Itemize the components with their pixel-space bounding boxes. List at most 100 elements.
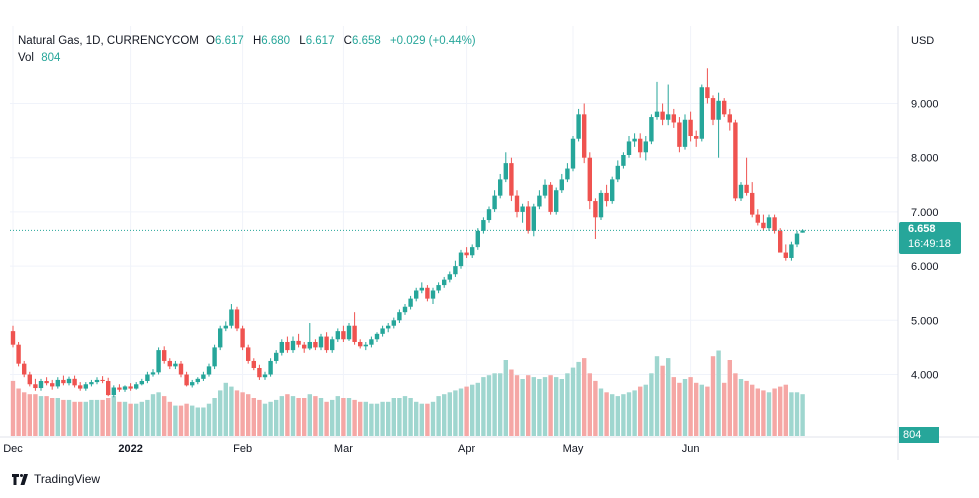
candle-body xyxy=(654,111,660,118)
price-tick-label: 4.000 xyxy=(911,370,939,382)
time-tick-label: Dec xyxy=(3,443,23,455)
volume-bar xyxy=(380,401,385,436)
high-label: H xyxy=(252,35,262,47)
volume-bar xyxy=(290,396,296,436)
volume-label: Vol xyxy=(18,52,34,64)
candle-body xyxy=(162,350,167,361)
volume-bar xyxy=(688,377,693,436)
candle-body xyxy=(358,341,363,347)
volume-bar xyxy=(750,384,755,436)
candle-body xyxy=(55,379,60,387)
candle-body xyxy=(279,341,284,353)
volume-bar xyxy=(738,379,744,436)
candle-body xyxy=(307,341,312,349)
candle-body xyxy=(531,206,536,231)
candle-body xyxy=(128,386,133,389)
candle-body xyxy=(89,382,94,385)
volume-bar xyxy=(632,390,637,436)
time-tick-label: Jun xyxy=(682,443,700,455)
volume-bar xyxy=(677,382,682,436)
time-axis[interactable]: Dec 2022 Feb Mar Apr May Jun xyxy=(3,443,699,455)
volume-bar xyxy=(486,375,492,436)
price-tick-label: 9.000 xyxy=(911,99,939,111)
candle-body xyxy=(402,306,408,313)
candle-body xyxy=(481,220,486,231)
candle-body xyxy=(414,290,419,299)
volume-legend[interactable]: Vol 804 xyxy=(18,52,66,64)
candle-body xyxy=(408,298,413,307)
volume-bar xyxy=(106,398,111,436)
volume-bar xyxy=(44,396,49,436)
volume-bar xyxy=(206,403,212,436)
candle-body xyxy=(134,384,139,389)
volume-bar xyxy=(61,399,66,436)
candle-body xyxy=(206,366,212,375)
price-tick-label: 8.000 xyxy=(911,153,939,165)
currency-label[interactable]: USD xyxy=(911,35,935,47)
candle-body xyxy=(548,184,553,212)
candle-body xyxy=(458,252,464,267)
candle-body xyxy=(296,340,301,345)
candle-body xyxy=(178,363,184,375)
volume-bar xyxy=(671,377,676,436)
volume-bar xyxy=(548,375,553,436)
volume-bar xyxy=(257,399,262,436)
volume-bar xyxy=(436,396,441,436)
candle-body xyxy=(492,195,497,210)
volume-bar xyxy=(229,386,234,436)
symbol-legend[interactable]: Natural Gas, 1D, CURRENCYCOM O6.617 H6.6… xyxy=(18,35,482,47)
volume-bar xyxy=(727,360,732,436)
candle-body xyxy=(772,217,777,231)
time-tick-label: Feb xyxy=(233,443,252,455)
candle-body xyxy=(22,363,27,375)
candle-body xyxy=(61,379,66,384)
candle-body xyxy=(318,336,324,348)
candle-body xyxy=(66,378,72,384)
volume-value: 804 xyxy=(41,52,61,64)
candle-body xyxy=(750,192,755,215)
price-axis[interactable]: 9.000 8.000 7.000 6.000 5.000 4.000 xyxy=(911,99,939,382)
change-value: +0.029 (+0.44%) xyxy=(389,35,476,47)
volume-bar xyxy=(425,403,430,436)
volume-bar xyxy=(710,356,716,436)
candle-body xyxy=(738,184,744,199)
volume-bar xyxy=(16,388,21,436)
volume-bar xyxy=(464,386,469,436)
tradingview-footer[interactable]: TradingView xyxy=(12,472,100,486)
volume-bar xyxy=(55,398,60,436)
candle-body xyxy=(453,266,458,275)
volume-bar xyxy=(408,398,413,436)
candle-body xyxy=(615,165,620,180)
candle-body xyxy=(576,114,581,139)
volume-bar xyxy=(218,390,223,436)
candle-body xyxy=(419,287,424,291)
volume-bar xyxy=(598,388,604,436)
volume-bar xyxy=(783,384,788,436)
volume-bar xyxy=(503,360,508,436)
open-label: O xyxy=(206,35,215,47)
volume-bar xyxy=(722,382,727,436)
candle-body xyxy=(643,141,648,153)
volume-bar xyxy=(33,394,38,436)
low-label: L xyxy=(299,35,306,47)
volume-bar xyxy=(184,403,189,436)
candle-body xyxy=(514,195,520,212)
candle-body xyxy=(173,363,178,367)
volume-bar xyxy=(201,407,206,436)
volume-bar xyxy=(789,392,794,436)
candle-body xyxy=(755,214,760,223)
volume-bar xyxy=(666,358,671,436)
volume-bars xyxy=(10,350,805,436)
symbol-title[interactable]: Natural Gas, 1D, CURRENCYCOM xyxy=(18,35,199,47)
volume-badge: 804 xyxy=(899,427,939,443)
volume-bar xyxy=(554,377,559,436)
volume-bar xyxy=(72,401,77,436)
volume-bar xyxy=(447,392,452,436)
candle-body xyxy=(464,252,469,256)
volume-bar xyxy=(470,384,475,436)
candle-body xyxy=(167,360,172,367)
volume-bar xyxy=(794,392,800,436)
volume-bar xyxy=(766,392,772,436)
candle-body xyxy=(380,328,385,334)
